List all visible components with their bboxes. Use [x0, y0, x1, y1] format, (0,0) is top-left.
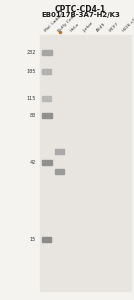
Bar: [42, 160, 52, 165]
Text: 232: 232: [27, 50, 36, 55]
Text: Mol. Ladder: Mol. Ladder: [44, 12, 65, 33]
Bar: [42, 113, 52, 118]
Text: H226-c18: H226-c18: [122, 15, 134, 33]
Text: 15: 15: [30, 237, 36, 242]
Text: CPTC-CD4-1: CPTC-CD4-1: [55, 4, 106, 14]
Text: HeLa: HeLa: [70, 22, 81, 33]
Text: Jurkat: Jurkat: [83, 21, 95, 33]
Text: MCF7: MCF7: [109, 22, 120, 33]
Bar: [42, 69, 51, 74]
Bar: [55, 169, 64, 174]
Text: 42: 42: [30, 160, 36, 165]
Bar: [40, 34, 131, 291]
Text: EB0117B-3A7-H2/K3: EB0117B-3A7-H2/K3: [41, 12, 120, 18]
Text: A549: A549: [96, 22, 107, 33]
Text: Buffy Coat: Buffy Coat: [57, 14, 76, 33]
Text: 185: 185: [27, 69, 36, 74]
Text: 115: 115: [27, 96, 36, 101]
Bar: [42, 237, 51, 242]
Bar: [55, 149, 64, 154]
Text: 83: 83: [30, 113, 36, 118]
Bar: [42, 96, 51, 101]
Bar: [42, 50, 52, 55]
